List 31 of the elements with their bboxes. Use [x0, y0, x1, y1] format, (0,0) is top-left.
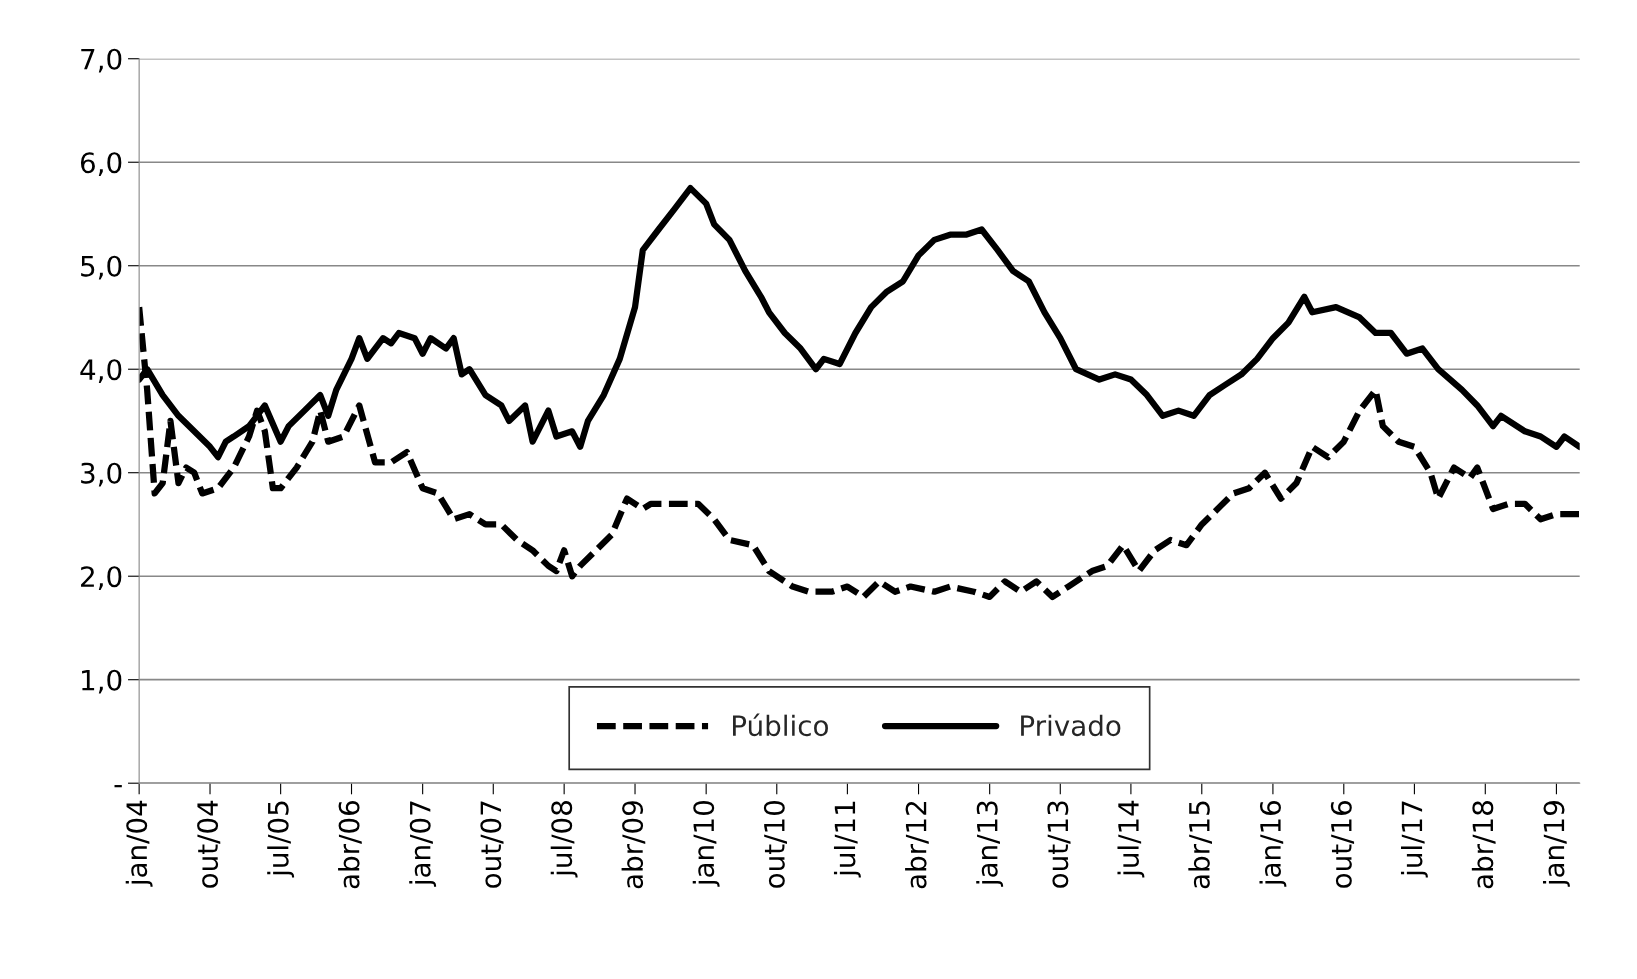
x-tick-label: jan/04: [125, 800, 153, 887]
x-tick-label: out/13: [1047, 801, 1071, 888]
y-tick-label: 5,0: [81, 255, 122, 280]
x-tick-label: jul/05: [267, 801, 295, 878]
x-tick-label: jan/16: [1259, 800, 1287, 887]
x-tick-label: out/10: [763, 801, 788, 888]
x-tick-label: jan/13: [976, 801, 1004, 887]
x-tick-label: jul/08: [550, 801, 578, 878]
y-tick-label: 6,0: [80, 152, 122, 177]
y-tick-label: 3,0: [81, 462, 122, 487]
x-tick-label: out/07: [480, 801, 504, 888]
y-tick-label: 4,0: [80, 359, 122, 384]
x-tick-label: jan/07: [409, 801, 437, 887]
x-tick-label: jul/14: [1117, 800, 1145, 878]
y-tick-label: 7,0: [81, 48, 122, 73]
x-tick-label: out/16: [1330, 800, 1355, 888]
x-tick-label: jul/11: [833, 801, 861, 878]
legend-label: Público: [733, 713, 828, 737]
x-tick-label: abr/15: [1188, 801, 1213, 889]
y-tick-label: 2,0: [81, 566, 122, 590]
x-tick-label: abr/06: [338, 800, 362, 889]
x-tick-label: abr/12: [905, 801, 929, 889]
x-tick-label: abr/18: [1471, 801, 1496, 889]
x-tick-label: jul/17: [1400, 801, 1428, 878]
x-tick-label: out/04: [197, 800, 221, 888]
y-tick-label: 1,0: [82, 669, 122, 694]
x-tick-label: jan/19: [1542, 801, 1570, 887]
legend-label: Privado: [1021, 714, 1121, 737]
x-tick-label: jan/10: [692, 801, 720, 887]
y-tick-label: -: [114, 785, 122, 788]
x-tick-label: abr/09: [621, 801, 646, 889]
